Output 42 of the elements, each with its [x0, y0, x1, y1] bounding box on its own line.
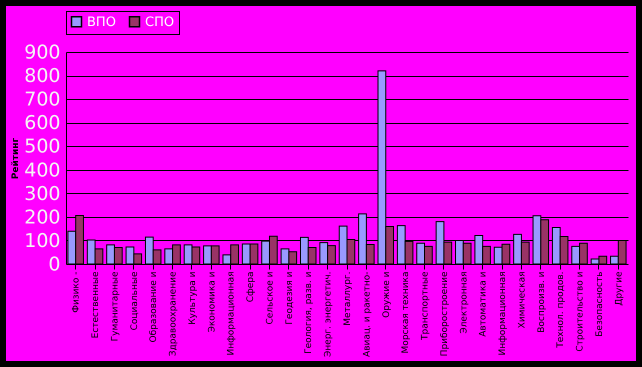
x-tick-label: Образование и	[149, 271, 160, 342]
legend-label: ВПО	[87, 14, 116, 30]
x-tick-label: Оружие и	[382, 271, 392, 318]
y-axis-title: Рейтинг	[11, 137, 22, 180]
x-tick-label: Сфера	[246, 272, 256, 302]
y-tick-label: 700	[24, 88, 60, 111]
x-tick-label: Естественные	[91, 271, 102, 338]
x-tick-label: Приборостроение	[440, 271, 450, 356]
x-tick-label: Энерг. энергетич.	[324, 272, 334, 357]
x-tick-label: Здравоохранение	[168, 271, 179, 356]
x-tick-label: Авиац. и ракетно-	[362, 272, 372, 357]
y-tick-label: 600	[24, 112, 60, 134]
y-tick-label: 0	[48, 254, 60, 276]
x-tick-label: Геология, разв. и	[304, 271, 314, 354]
x-tick-label: Информационная	[226, 272, 237, 356]
x-tick-label: Геодезия и	[284, 271, 295, 325]
x-tick-label: Химическая	[517, 272, 528, 328]
y-tick-label: 300	[24, 182, 60, 205]
x-tick-label: Автоматика и	[478, 271, 489, 337]
x-tick-label: Сельское и	[265, 271, 276, 325]
x-tick-label: Технол. продов.	[556, 272, 566, 349]
x-tick-label: Другие	[614, 271, 624, 306]
y-tick-label: 100	[24, 230, 60, 252]
x-tick-label: Металлург.	[343, 272, 353, 326]
x-tick-label: Физико -	[72, 272, 82, 313]
x-tick-label: Культура и	[188, 271, 198, 325]
x-tick-label: Гуманитарные	[110, 271, 120, 342]
y-tick-label: 800	[24, 65, 60, 88]
y-tick-label: 900	[24, 42, 60, 64]
x-tick-label: Воспроизв. и	[536, 271, 547, 333]
legend-label: СПО	[145, 14, 174, 30]
y-tick-label: 400	[24, 159, 60, 182]
y-tick-label: 200	[24, 206, 60, 228]
y-tick-label: 500	[24, 136, 60, 158]
x-tick-label: Морская техника	[401, 272, 412, 354]
x-tick-label: Информационная	[498, 272, 508, 356]
x-tick-label: Экономика и	[207, 271, 218, 332]
x-tick-label: Строительство и	[576, 271, 586, 352]
x-tick-label: Безопасность	[594, 272, 605, 337]
x-tick-label: Социальные	[130, 271, 140, 330]
x-tick-label: Транспортные	[420, 271, 431, 341]
x-tick-label: Электронная	[459, 272, 470, 334]
